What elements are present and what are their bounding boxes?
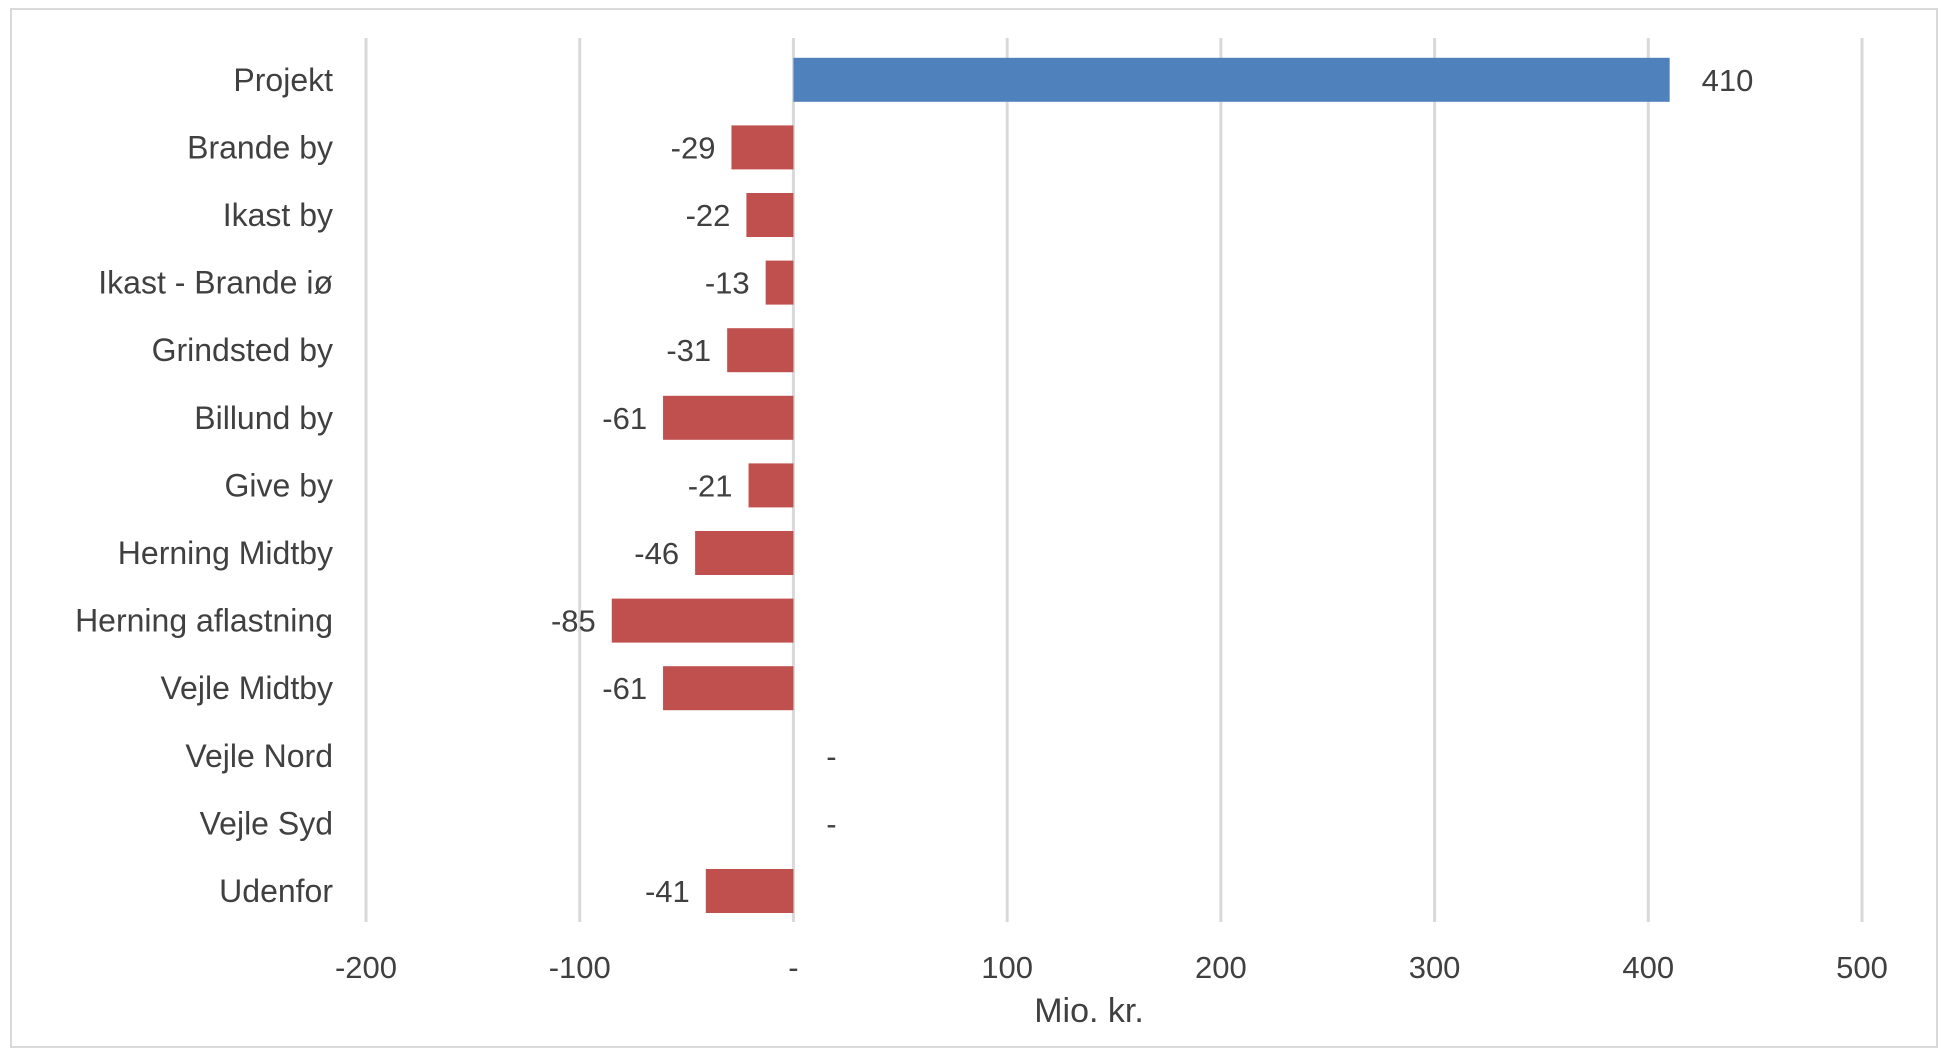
data-label: - <box>826 806 836 841</box>
bar <box>746 193 794 237</box>
x-axis-title: Mio. kr. <box>1034 992 1144 1030</box>
x-tick-label: -200 <box>335 950 397 985</box>
bar <box>727 328 794 373</box>
category-label: Brande by <box>187 129 333 165</box>
category-label: Ikast - Brande iø <box>98 265 333 301</box>
data-label: -61 <box>602 401 647 436</box>
category-label: Vejle Nord <box>185 738 333 774</box>
data-label: -21 <box>688 468 733 503</box>
x-tick-label: 100 <box>981 950 1033 985</box>
data-label: -46 <box>634 536 679 571</box>
data-label: -13 <box>705 266 750 301</box>
data-label: 410 <box>1702 63 1754 98</box>
category-label: Billund by <box>194 400 333 436</box>
category-label: Give by <box>225 467 333 503</box>
category-label: Vejle Midtby <box>160 670 333 706</box>
x-tick-label: - <box>788 950 798 985</box>
bar <box>611 598 794 643</box>
data-label: -61 <box>602 671 647 706</box>
bar <box>793 57 1670 102</box>
category-labels: Projekt Brande by Ikast by Ikast - Brande i… <box>75 62 333 909</box>
x-tick-label: 200 <box>1195 950 1247 985</box>
x-tick-label: 300 <box>1409 950 1461 985</box>
category-label: Vejle Syd <box>200 805 333 841</box>
x-tick-label: -100 <box>549 950 611 985</box>
data-label: -22 <box>686 198 731 233</box>
data-label: -41 <box>645 874 690 909</box>
category-label: Ikast by <box>223 197 333 233</box>
bar <box>663 666 794 711</box>
chart-frame <box>10 8 1938 1048</box>
bar <box>663 395 794 440</box>
x-tick-label: 500 <box>1836 950 1888 985</box>
data-label: - <box>826 739 836 774</box>
x-tick-label: 400 <box>1622 950 1674 985</box>
category-label: Herning Midtby <box>118 535 333 571</box>
category-label: Herning aflastning <box>75 603 333 639</box>
category-label: Grindsted by <box>152 332 333 368</box>
data-labels: 410-29-22-13-31-61-21-46-85-61---41 <box>551 63 1753 909</box>
data-label: -85 <box>551 604 596 639</box>
category-label: Udenfor <box>219 873 333 909</box>
bar <box>748 463 794 508</box>
bar <box>705 869 794 913</box>
x-tick-labels: -200 -100-100 200 300 400 500 <box>335 950 1888 985</box>
data-label: -29 <box>671 130 716 165</box>
category-label: Projekt <box>233 62 333 98</box>
grid-lines <box>364 38 1864 922</box>
bars <box>611 57 1670 913</box>
data-label: -31 <box>666 333 711 368</box>
bar <box>731 125 794 170</box>
bar <box>765 260 794 305</box>
bar <box>695 531 794 575</box>
